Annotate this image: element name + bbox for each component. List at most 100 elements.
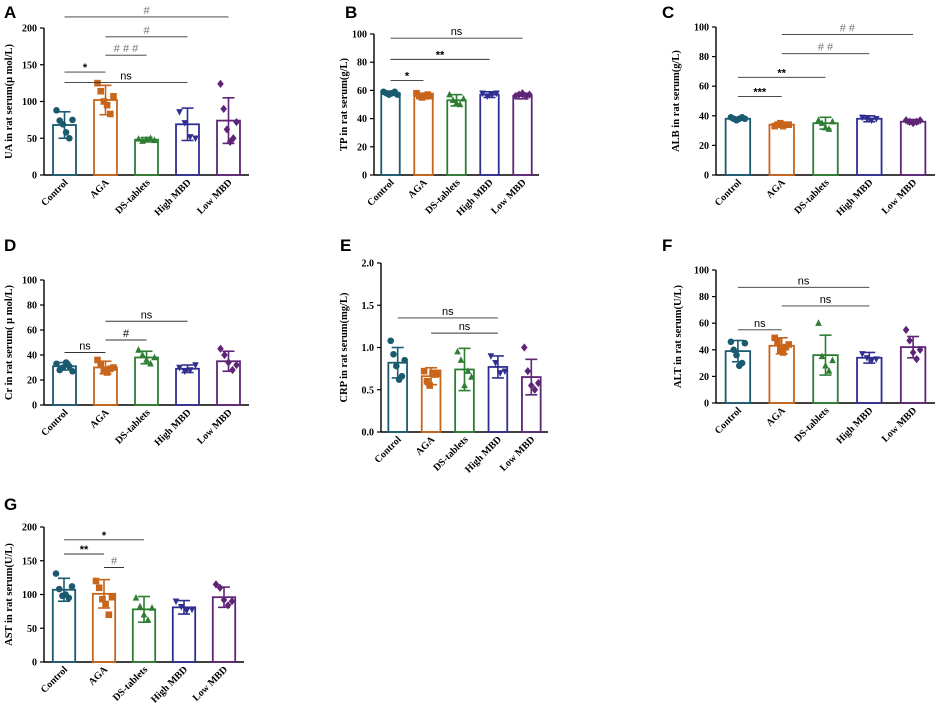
x-tick-label: High MBD	[463, 434, 504, 475]
x-tick-label: High MBD	[834, 405, 875, 446]
data-point	[906, 336, 913, 345]
data-point	[487, 353, 495, 360]
y-axis-label: ALT in rat serum(U/L)	[673, 285, 684, 388]
data-point	[815, 319, 822, 326]
data-point	[103, 101, 111, 109]
data-point	[779, 349, 787, 356]
data-point	[426, 382, 433, 389]
data-point	[741, 115, 749, 123]
x-tick-label: DS-tablets	[111, 664, 150, 703]
data-point	[868, 357, 875, 365]
y-tick-label: 0	[704, 171, 709, 182]
panel-D: D Cr in rat serum( μ mol/L) 0 20 40 60 80 100 Co…	[4, 236, 249, 448]
bar	[724, 117, 752, 176]
x-tick-label: Control	[373, 434, 404, 465]
panel-letter: C	[662, 3, 674, 22]
data-point	[913, 355, 920, 364]
data-point	[859, 351, 866, 358]
x-tick-label: Control	[39, 177, 70, 208]
data-point	[151, 136, 158, 144]
y-tick-label: 0	[704, 399, 709, 410]
panel-C: C ALB in rat serum(g/L) 0 20 40 60 80 100 Contro…	[662, 3, 935, 218]
x-tick-label: AGA	[764, 405, 788, 429]
data-point	[873, 356, 880, 364]
x-tick-label: High MBD	[153, 407, 194, 448]
data-point	[233, 360, 240, 370]
data-point	[496, 370, 504, 377]
data-point	[53, 360, 60, 368]
x-tick-label: Control	[39, 407, 70, 438]
y-tick-label: 60	[27, 326, 37, 337]
data-point	[102, 600, 109, 608]
data-point	[140, 610, 148, 618]
data-point	[181, 120, 189, 127]
data-point	[212, 580, 220, 589]
y-axis-label: Cr in rat serum( μ mol/L)	[4, 284, 15, 400]
data-point	[225, 358, 232, 367]
x-tick-label: Control	[713, 177, 744, 208]
y-tick-label: 20	[357, 142, 367, 153]
panel-letter: G	[4, 495, 17, 514]
x-tick-label: Control	[39, 664, 70, 695]
data-point	[464, 367, 472, 374]
data-point	[825, 125, 833, 132]
x-tick-label: AGA	[764, 177, 788, 201]
data-point	[143, 356, 150, 363]
y-tick-label: 0	[362, 171, 367, 182]
y-tick-label: 2.0	[362, 259, 375, 270]
data-point	[97, 360, 104, 368]
bar	[413, 95, 434, 176]
y-tick-label: 0.0	[362, 428, 375, 439]
y-tick-label: 40	[699, 111, 709, 122]
y-tick-label: 60	[357, 86, 367, 97]
bar	[175, 367, 200, 406]
bar	[856, 117, 883, 176]
data-point	[512, 91, 519, 101]
data-point	[916, 345, 924, 354]
x-tick-label: DS-tablets	[792, 405, 831, 444]
significance-label: ns	[754, 318, 766, 330]
panel-G: G AST in rat serum(U/L) 0 50 100 150 200 Contro…	[4, 495, 244, 705]
data-point	[65, 594, 73, 602]
data-point	[148, 604, 156, 611]
data-point	[519, 89, 526, 98]
data-point	[59, 364, 67, 371]
y-tick-label: 0	[32, 171, 37, 182]
y-tick-label: 80	[699, 292, 709, 303]
bar	[134, 356, 159, 406]
significance-label: #	[143, 25, 150, 37]
data-point	[183, 608, 190, 615]
significance-label: # #	[840, 22, 856, 34]
x-tick-label: DS-tablets	[113, 177, 152, 216]
data-point	[453, 99, 460, 106]
x-tick-label: Low MBD	[195, 407, 234, 446]
x-tick-label: Low MBD	[489, 177, 528, 216]
bar	[512, 95, 533, 176]
panel-F: F ALT in rat serum(U/L) 0 20 40 60 80 100 Contro…	[662, 236, 935, 446]
y-tick-label: 100	[352, 30, 367, 41]
significance-label: ns	[141, 309, 153, 321]
data-point	[398, 372, 406, 380]
significance-label: *	[83, 62, 88, 74]
x-tick-label: Control	[365, 177, 396, 208]
data-point	[135, 135, 142, 142]
panel-A: A UA in rat serum(μ mol/L) 0 50 100 150 200 Con…	[4, 3, 249, 218]
data-point	[771, 334, 778, 342]
panel-letter: E	[340, 236, 351, 255]
x-tick-label: Low MBD	[880, 177, 919, 216]
data-point	[147, 134, 154, 141]
data-point	[136, 602, 144, 610]
significance-label: ns	[451, 26, 463, 38]
data-point	[863, 355, 871, 362]
data-point	[107, 110, 114, 118]
data-point	[524, 367, 532, 376]
y-axis-label: ALB in rat serum(g/L)	[671, 50, 682, 152]
data-point	[456, 100, 464, 108]
data-point	[468, 373, 475, 380]
y-tick-label: 80	[699, 52, 709, 63]
x-tick-label: High MBD	[834, 177, 875, 218]
y-tick-label: 150	[22, 556, 37, 567]
data-point	[461, 381, 468, 389]
bar	[380, 92, 401, 176]
significance-label: **	[777, 67, 786, 79]
